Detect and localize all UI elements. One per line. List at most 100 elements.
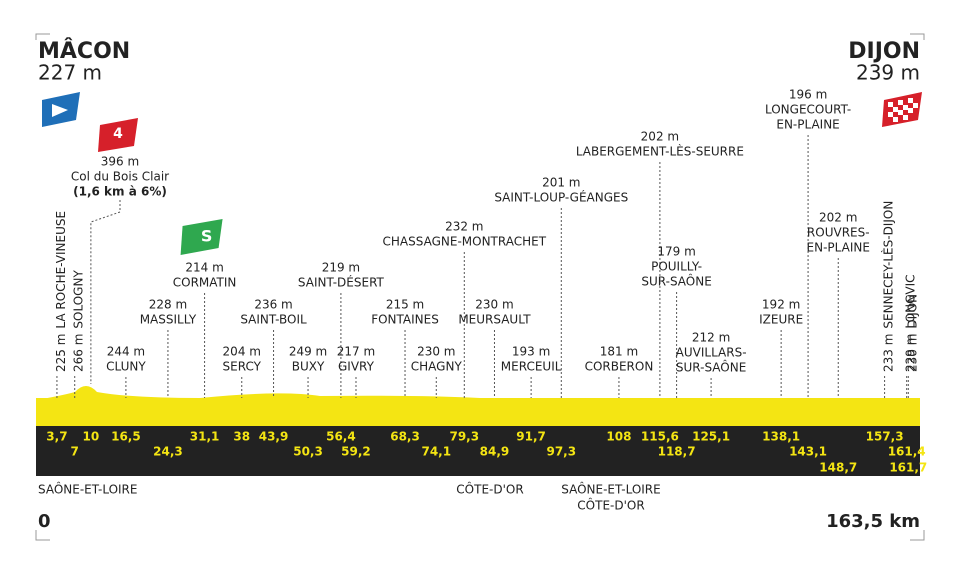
km-label: 7 <box>71 445 79 459</box>
climb-name: Col du Bois Clair <box>71 170 169 184</box>
waypoint-altitude: 232 m <box>445 220 483 234</box>
waypoint-name: DIJON <box>905 294 919 329</box>
waypoint-altitude: 217 m <box>337 345 375 359</box>
waypoint-altitude: 202 m <box>819 211 857 225</box>
profile-relief <box>36 386 920 400</box>
km-label: 148,7 <box>819 461 857 475</box>
waypoint-name: LABERGEMENT-LÈS-SEURRE <box>576 144 744 159</box>
climb-category: 4 <box>113 126 123 142</box>
waypoint-name: SAINT-LOUP-GÉANGES <box>494 190 628 205</box>
waypoint-altitude: 244 m <box>107 345 145 359</box>
frame-corners <box>35 33 925 541</box>
waypoint-altitude: 212 m <box>692 331 730 345</box>
start-altitude: 227 m <box>38 61 102 85</box>
waypoint-altitude: 214 m <box>185 261 223 275</box>
waypoint-name: LA ROCHE-VINEUSE <box>53 211 67 329</box>
km-label: 24,3 <box>153 445 183 459</box>
climb-badge <box>98 118 138 152</box>
climb-altitude: 396 m <box>101 155 139 169</box>
waypoint-altitude: 249 m <box>289 345 327 359</box>
vertical-label: 233 m SENNECEY-LÈS-DIJON <box>880 201 895 372</box>
km-label: 118,7 <box>658 445 696 459</box>
km-label: 74,1 <box>421 445 451 459</box>
waypoint-name: IZEURE <box>759 313 803 327</box>
finish-altitude: 239 m <box>856 61 920 85</box>
waypoint-name: GIVRY <box>338 360 375 374</box>
vertical-label: 229 m LONGVIC <box>903 274 917 372</box>
km-label: 138,1 <box>762 430 800 444</box>
waypoint-name: EN-PLAINE <box>776 118 839 132</box>
km-label: 91,7 <box>516 430 546 444</box>
region: SAÔNE-ET-LOIRE <box>561 482 660 497</box>
waypoint-name: SERCY <box>223 360 262 374</box>
waypoint-name: SOLOGNY <box>71 270 85 329</box>
km-label: 161,7 <box>889 461 927 475</box>
waypoint-name: CORMATIN <box>173 276 237 290</box>
km-label: 59,2 <box>341 445 371 459</box>
waypoint-altitude: 230 m <box>475 298 513 312</box>
vertical-label: 225 m LA ROCHE-VINEUSE <box>53 211 67 372</box>
km-label: 68,3 <box>390 430 420 444</box>
km-label: 56,4 <box>326 430 356 444</box>
climb-detail: (1,6 km à 6%) <box>73 185 167 199</box>
km-label: 16,5 <box>111 430 141 444</box>
km-label: 50,3 <box>293 445 323 459</box>
waypoint-altitude: 228 m <box>149 298 187 312</box>
waypoint-altitude: 219 m <box>322 261 360 275</box>
km-label: 10 <box>83 430 100 444</box>
waypoint-altitude: 233 m <box>881 334 895 372</box>
start-flag-arrow <box>52 104 68 117</box>
region: SAÔNE-ET-LOIRE <box>38 482 137 497</box>
sprint-symbol: S <box>201 227 213 246</box>
waypoint-name: SENNECEY-LÈS-DIJON <box>880 201 895 329</box>
waypoint-altitude: 181 m <box>600 345 638 359</box>
waypoint-name: CHAGNY <box>411 360 463 374</box>
waypoint-altitude: 204 m <box>223 345 261 359</box>
waypoint-altitude: 266 m <box>71 334 85 372</box>
waypoint-name: CLUNY <box>106 360 146 374</box>
waypoint-name: CHASSAGNE-MONTRACHET <box>383 235 547 249</box>
waypoint-name: SUR-SAÔNE <box>676 360 746 375</box>
finish-name: DIJON <box>848 39 920 64</box>
distance-start: 0 <box>38 511 51 532</box>
km-band <box>36 426 920 476</box>
waypoint-altitude: 229 m <box>903 334 917 372</box>
waypoint-altitude: 230 m <box>417 345 455 359</box>
waypoint-name: EN-PLAINE <box>807 241 870 255</box>
waypoint-altitude: 225 m <box>53 334 67 372</box>
km-label: 43,9 <box>259 430 289 444</box>
waypoint-name: ROUVRES- <box>807 226 870 240</box>
km-label: 108 <box>606 430 631 444</box>
waypoint-name: SAINT-BOIL <box>240 313 307 327</box>
km-label: 84,9 <box>480 445 510 459</box>
profile-band <box>36 398 920 426</box>
waypoint-name: AUVILLARS- <box>676 346 747 360</box>
waypoint-name: MERCEUIL <box>501 360 562 374</box>
sprint-badge <box>180 219 223 255</box>
waypoint-altitude: 201 m <box>542 176 580 190</box>
waypoint-altitude: 202 m <box>641 130 679 144</box>
finish-flag <box>882 92 922 127</box>
km-label: 79,3 <box>449 430 479 444</box>
waypoint-name: SUR-SAÔNE <box>641 274 711 289</box>
region: CÔTE-D'OR <box>456 482 523 497</box>
start-name: MÂCON <box>38 38 130 64</box>
km-label: 161,4 <box>888 445 926 459</box>
distance-end: 163,5 km <box>826 511 920 532</box>
vertical-label: 266 m SOLOGNY <box>71 270 85 372</box>
km-label: 115,6 <box>641 430 679 444</box>
leader-line <box>90 200 121 384</box>
waypoint-altitude: 236 m <box>254 298 292 312</box>
waypoint-altitude: 196 m <box>789 88 827 102</box>
km-label: 38 <box>233 430 250 444</box>
vertical-label: 230 m DIJON <box>905 294 919 372</box>
waypoint-altitude: 192 m <box>762 298 800 312</box>
km-label: 125,1 <box>692 430 730 444</box>
waypoint-name: SAINT-DÉSERT <box>298 275 385 290</box>
waypoint-altitude: 215 m <box>386 298 424 312</box>
km-label: 97,3 <box>546 445 576 459</box>
waypoint-name: LONGVIC <box>903 274 917 328</box>
waypoint-name: FONTAINES <box>371 313 439 327</box>
km-label: 143,1 <box>789 445 827 459</box>
